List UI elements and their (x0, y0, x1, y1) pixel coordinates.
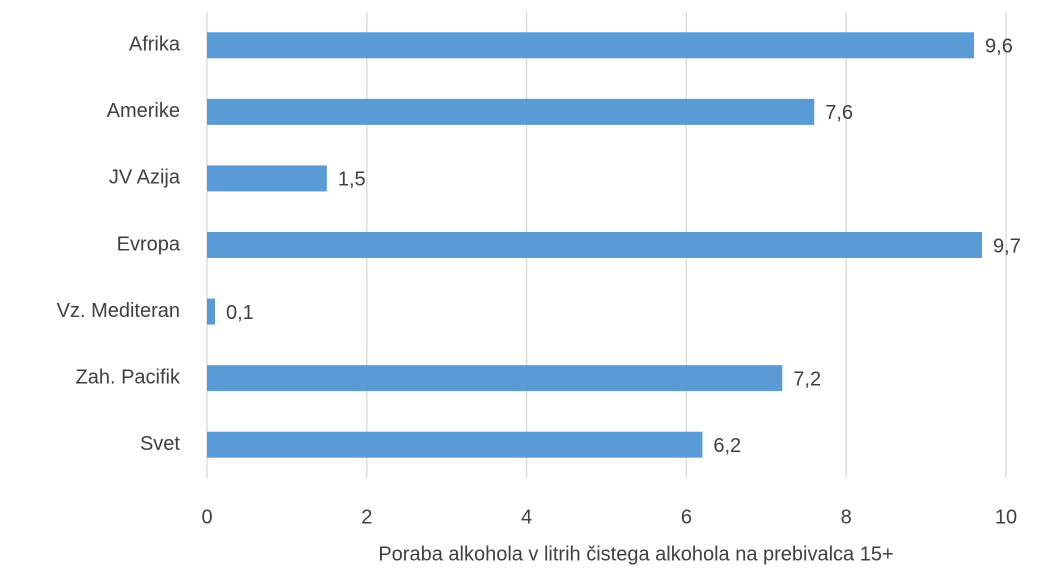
bar (207, 165, 327, 192)
data-label: 9,6 (985, 36, 1013, 58)
bar (207, 32, 975, 59)
y-tick-label: JV Azija (109, 167, 181, 189)
data-label: 0,1 (226, 302, 254, 324)
data-label: 9,7 (993, 235, 1021, 257)
bar (207, 365, 783, 392)
bar (207, 232, 983, 258)
x-tick-label: 2 (361, 506, 372, 528)
data-label: 6,2 (713, 435, 741, 457)
x-axis-title: Poraba alkohola v litrih čistega alkohol… (378, 543, 893, 565)
data-label: 7,6 (825, 102, 853, 124)
y-tick-label: Evropa (117, 233, 181, 255)
x-tick-label: 10 (995, 506, 1017, 528)
x-tick-label: 6 (681, 506, 692, 528)
y-tick-label: Vz. Mediteran (57, 300, 180, 322)
bar (207, 98, 815, 125)
x-tick-label: 8 (841, 506, 852, 528)
y-tick-label: Afrika (129, 34, 181, 56)
x-tick-label: 0 (201, 506, 212, 528)
y-tick-label: Zah. Pacifik (76, 366, 181, 388)
data-label: 7,2 (793, 368, 821, 390)
y-tick-label: Svet (140, 433, 180, 455)
y-tick-label: Amerike (107, 100, 180, 122)
bar (207, 298, 215, 325)
bar (207, 431, 703, 458)
data-label: 1,5 (338, 169, 366, 191)
x-tick-label: 4 (521, 506, 532, 528)
